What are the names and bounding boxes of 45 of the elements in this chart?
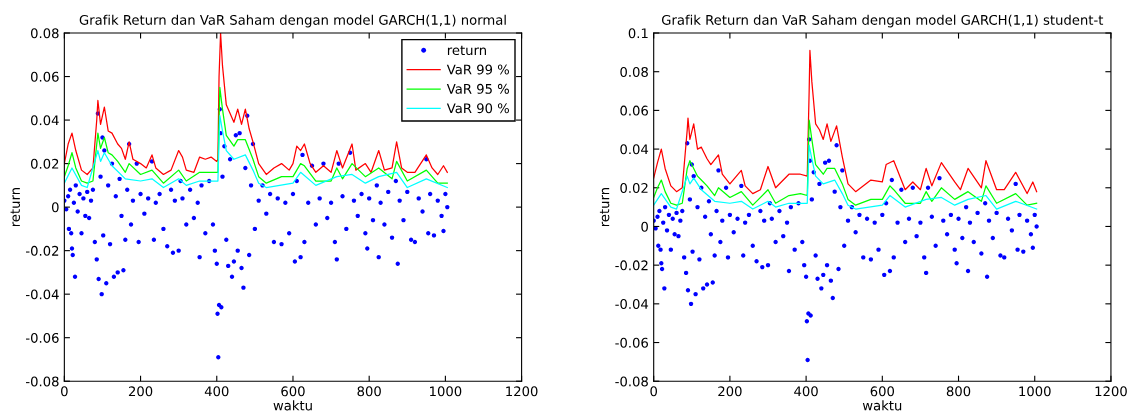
x-tick-label: 1000 — [430, 386, 462, 397]
x-axis-title: waktu — [862, 400, 902, 411]
y-tick-label: 0.1 — [628, 28, 648, 39]
y-tick-label: 0.06 — [620, 105, 648, 116]
x-tick-label: 0 — [650, 386, 658, 397]
y-tick-label: -0.08 — [26, 376, 59, 387]
y-tick-label: 0.08 — [30, 28, 59, 39]
legend-label: VaR 95 % — [446, 83, 509, 94]
line-series — [653, 49, 1038, 195]
y-tick-label: 0.02 — [30, 158, 59, 169]
x-tick-label: 400 — [794, 386, 818, 397]
chart-title: Grafik Return dan VaR Saham dengan model GARCH(1,1) normal — [79, 14, 506, 28]
x-tick-label: 200 — [128, 386, 153, 397]
y-tick-label: -0.06 — [26, 332, 59, 343]
y-tick-label: 0.06 — [30, 71, 59, 82]
x-tick-label: 200 — [718, 386, 742, 397]
y-tick-label: 0.02 — [620, 182, 648, 193]
x-tick-label: 400 — [204, 386, 229, 397]
y-tick-label: 0 — [51, 202, 59, 213]
y-axis-title: return — [599, 188, 610, 227]
y-tick-label: -0.04 — [615, 299, 649, 310]
x-tick-label: 1200 — [1095, 386, 1127, 397]
x-tick-label: 1000 — [1019, 386, 1051, 397]
y-tick-label: 0.04 — [30, 115, 59, 126]
x-tick-label: 600 — [870, 386, 895, 397]
y-tick-label: 0 — [641, 221, 648, 232]
x-tick-label: 600 — [281, 386, 305, 397]
y-tick-label: -0.08 — [615, 376, 648, 387]
x-tick-label: 0 — [61, 386, 68, 397]
y-tick-label: 0.04 — [620, 144, 649, 155]
chart-title: Grafik Return dan VaR Saham dengan model GARCH(1,1) student-t — [661, 14, 1104, 28]
y-tick-label: -0.02 — [615, 260, 648, 271]
line-series — [64, 33, 448, 176]
x-axis-title: waktu — [273, 400, 312, 411]
y-axis-title: return — [10, 188, 21, 227]
y-tick-label: -0.02 — [26, 245, 59, 256]
y-tick-label: -0.06 — [615, 337, 648, 348]
y-tick-label: 0.08 — [620, 66, 648, 77]
legend-label: return — [447, 45, 486, 56]
legend-label: VaR 99 % — [446, 64, 509, 75]
legend-label: VaR 90 % — [446, 103, 509, 114]
x-tick-label: 800 — [946, 386, 971, 397]
x-tick-label: 800 — [357, 386, 381, 397]
x-tick-label: 1200 — [506, 386, 538, 397]
y-tick-label: -0.04 — [26, 289, 59, 300]
